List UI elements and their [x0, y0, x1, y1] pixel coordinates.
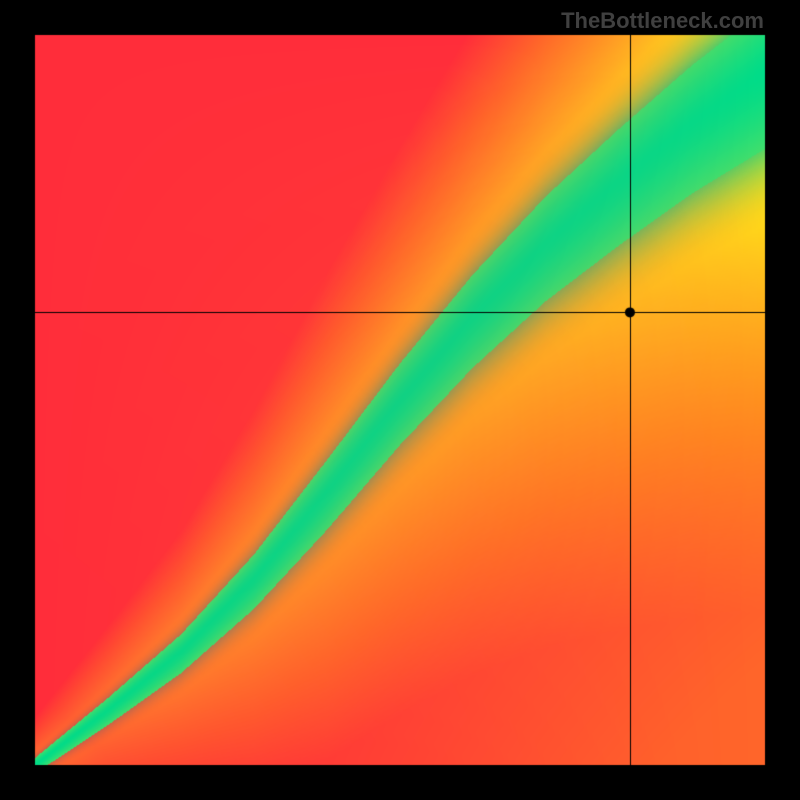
bottleneck-heatmap: [0, 0, 800, 800]
watermark-text: TheBottleneck.com: [561, 8, 764, 34]
